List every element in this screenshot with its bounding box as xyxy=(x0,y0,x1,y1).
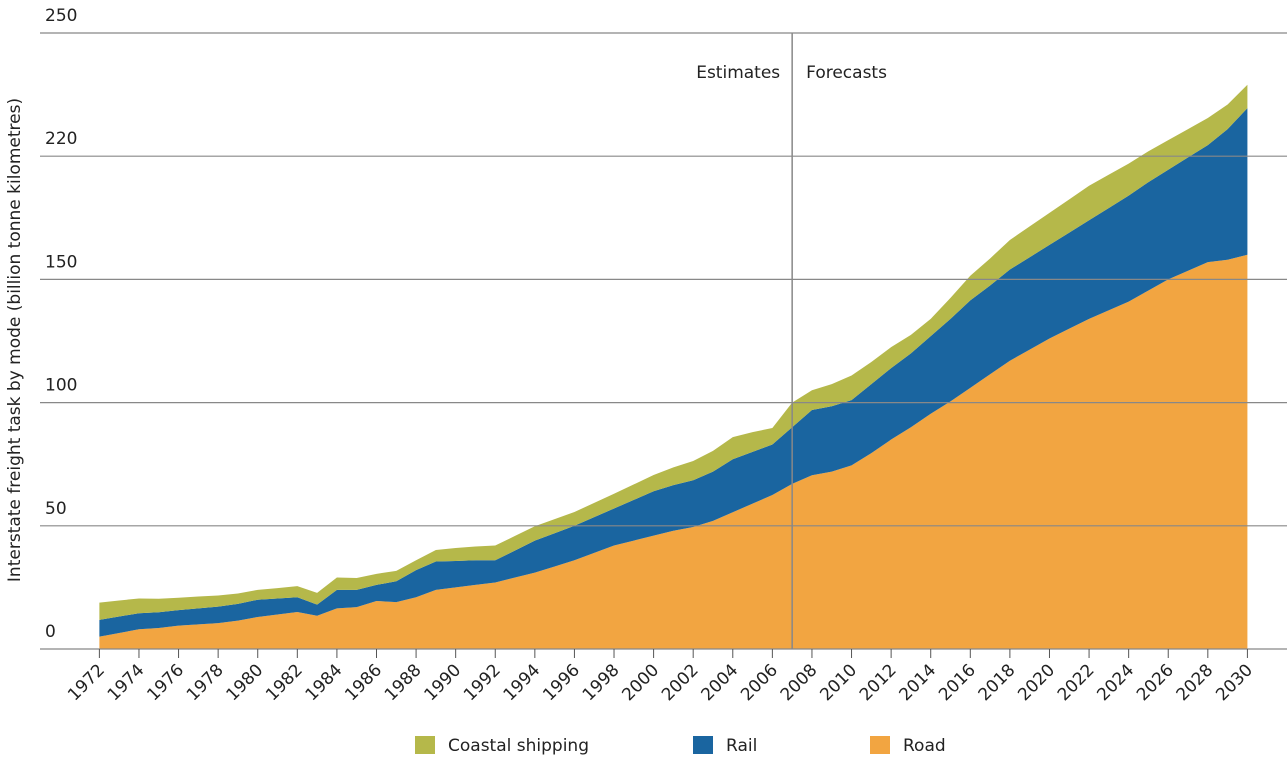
legend-swatch xyxy=(693,736,713,754)
y-tick-label: 100 xyxy=(45,376,77,396)
x-tick-label: 2012 xyxy=(856,660,901,705)
x-tick-label: 1990 xyxy=(420,660,465,705)
legend-label: Coastal shipping xyxy=(448,736,589,756)
x-tick-label: 1994 xyxy=(500,660,545,705)
x-tick-label: 2028 xyxy=(1173,660,1218,705)
x-tick-label: 2010 xyxy=(816,660,861,705)
x-tick-label: 1974 xyxy=(104,660,149,705)
x-tick-label: 2020 xyxy=(1014,660,1059,705)
y-tick-label: 0 xyxy=(45,622,56,642)
y-tick-label: 250 xyxy=(45,6,77,26)
x-tick-label: 2006 xyxy=(737,660,782,705)
x-tick-label: 1978 xyxy=(183,660,228,705)
legend-swatch xyxy=(415,736,435,754)
y-tick-label: 220 xyxy=(45,129,77,149)
x-tick-label: 1972 xyxy=(64,660,109,705)
x-tick-label: 1976 xyxy=(143,660,188,705)
x-tick-label: 2022 xyxy=(1054,660,1099,705)
x-tick-label: 2002 xyxy=(658,660,703,705)
x-tick-label: 1992 xyxy=(460,660,505,705)
x-tick-label: 1984 xyxy=(302,660,347,705)
x-tick-label: 1982 xyxy=(262,660,307,705)
x-tick-label: 2026 xyxy=(1133,660,1178,705)
x-tick-label: 1996 xyxy=(539,660,584,705)
y-tick-label: 50 xyxy=(45,499,67,519)
legend-label: Road xyxy=(903,736,946,756)
x-tick-label: 2014 xyxy=(896,660,941,705)
x-tick-label: 2004 xyxy=(698,660,743,705)
x-tick-label: 1986 xyxy=(341,660,386,705)
x-tick-label: 1980 xyxy=(223,660,268,705)
x-tick-label: 2030 xyxy=(1212,660,1257,705)
annotation: Forecasts xyxy=(806,63,887,83)
y-tick-label: 150 xyxy=(45,252,77,272)
x-tick-label: 1998 xyxy=(579,660,624,705)
x-tick-label: 2016 xyxy=(935,660,980,705)
legend-label: Rail xyxy=(726,736,757,756)
x-tick-label: 2024 xyxy=(1093,660,1138,705)
y-axis-label: Interstate freight task by mode (billion… xyxy=(5,98,25,582)
x-tick-label: 2000 xyxy=(618,660,663,705)
legend-swatch xyxy=(870,736,890,754)
area xyxy=(99,254,1248,649)
annotation: Estimates xyxy=(696,63,780,83)
x-tick-label: 2008 xyxy=(777,660,822,705)
x-tick-label: 1988 xyxy=(381,660,426,705)
x-tick-label: 2018 xyxy=(975,660,1020,705)
